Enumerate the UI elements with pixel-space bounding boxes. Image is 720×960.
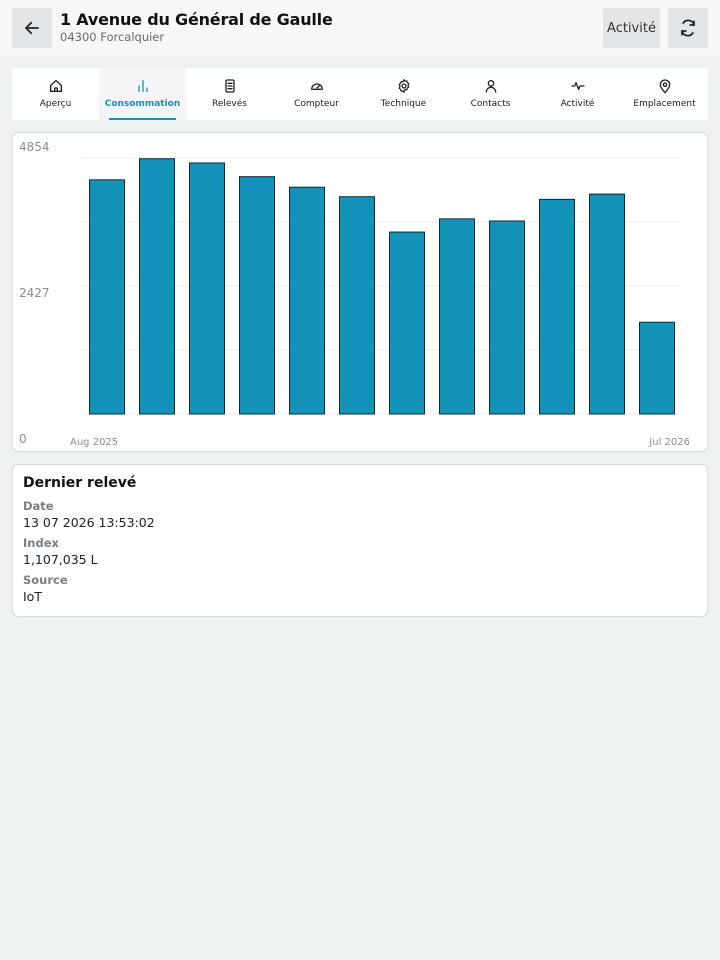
tab-label: Activité <box>560 99 595 109</box>
consumption-chart-card: 4854 2427 0 Aug 2025 Jul 2026 <box>12 132 708 452</box>
page-title: 1 Avenue du Général de Gaulle <box>60 10 333 29</box>
index-label: Index <box>23 536 59 550</box>
bar-oct-2025[interactable] <box>189 162 225 415</box>
tab-apercu[interactable]: Aperçu <box>12 68 99 120</box>
tab-activite[interactable]: Activité <box>534 68 621 120</box>
page-subtitle: 04300 Forcalquier <box>60 30 165 44</box>
refresh-button[interactable] <box>668 8 708 48</box>
arrow-left-icon <box>25 21 39 35</box>
tab-consommation[interactable]: Consommation <box>99 68 186 120</box>
bar-aug-2025[interactable] <box>89 179 125 415</box>
gear-icon <box>398 79 409 93</box>
tab-label: Aperçu <box>39 99 72 109</box>
tab-label: Contacts <box>470 99 511 109</box>
index-value: 1,107,035 L <box>23 552 98 567</box>
tab-technique[interactable]: Technique <box>360 68 447 120</box>
x-tick-label-start: Aug 2025 <box>70 437 118 448</box>
tab-bar: Aperçu Consommation Relevés Compteur Tec… <box>12 68 708 120</box>
bar-mar-2026[interactable] <box>439 218 475 415</box>
consumption-bar-chart: 4854 2427 0 Aug 2025 Jul 2026 <box>19 140 690 448</box>
bar-sep-2025[interactable] <box>139 158 175 415</box>
bar-nov-2025[interactable] <box>239 176 275 415</box>
tab-releves[interactable]: Relevés <box>186 68 273 120</box>
last-reading-card: Dernier relevé Date 13 07 2026 13:53:02 … <box>12 464 708 617</box>
app-header: 1 Avenue du Général de Gaulle 04300 Forc… <box>0 0 720 56</box>
bar-jun-2026[interactable] <box>589 193 625 415</box>
tab-emplacement[interactable]: Emplacement <box>621 68 708 120</box>
y-tick-label: 4854 <box>19 140 50 154</box>
map-pin-icon <box>659 79 670 94</box>
tab-label: Relevés <box>212 99 247 109</box>
bar-jan-2026[interactable] <box>339 196 375 415</box>
x-tick-label-end: Jul 2026 <box>648 437 690 448</box>
date-value: 13 07 2026 13:53:02 <box>23 515 155 530</box>
home-icon <box>49 80 62 92</box>
last-reading-title: Dernier relevé <box>23 475 137 491</box>
tab-label: Compteur <box>294 99 339 109</box>
bar-jul-2026[interactable] <box>639 321 675 415</box>
tab-label: Technique <box>380 99 427 109</box>
bar-feb-2026[interactable] <box>389 231 425 415</box>
bar-may-2026[interactable] <box>539 198 575 415</box>
tab-compteur[interactable]: Compteur <box>273 68 360 120</box>
activity-pulse-icon <box>570 82 585 90</box>
back-button[interactable] <box>12 8 52 48</box>
refresh-icon <box>681 19 695 37</box>
tab-label: Consommation <box>104 99 181 109</box>
y-tick-label: 0 <box>19 432 27 446</box>
bar-chart-icon <box>137 80 148 92</box>
clipboard-list-icon <box>224 79 235 93</box>
date-label: Date <box>23 499 54 513</box>
activity-button[interactable]: Activité <box>603 8 660 48</box>
source-label: Source <box>23 573 68 587</box>
gauge-icon <box>310 83 323 90</box>
bar-dec-2025[interactable] <box>289 186 325 415</box>
tab-contacts[interactable]: Contacts <box>447 68 534 120</box>
bar-apr-2026[interactable] <box>489 220 525 415</box>
source-value: IoT <box>23 589 42 604</box>
tab-label: Emplacement <box>633 99 696 109</box>
y-tick-label: 2427 <box>19 286 50 300</box>
user-icon <box>485 80 496 93</box>
